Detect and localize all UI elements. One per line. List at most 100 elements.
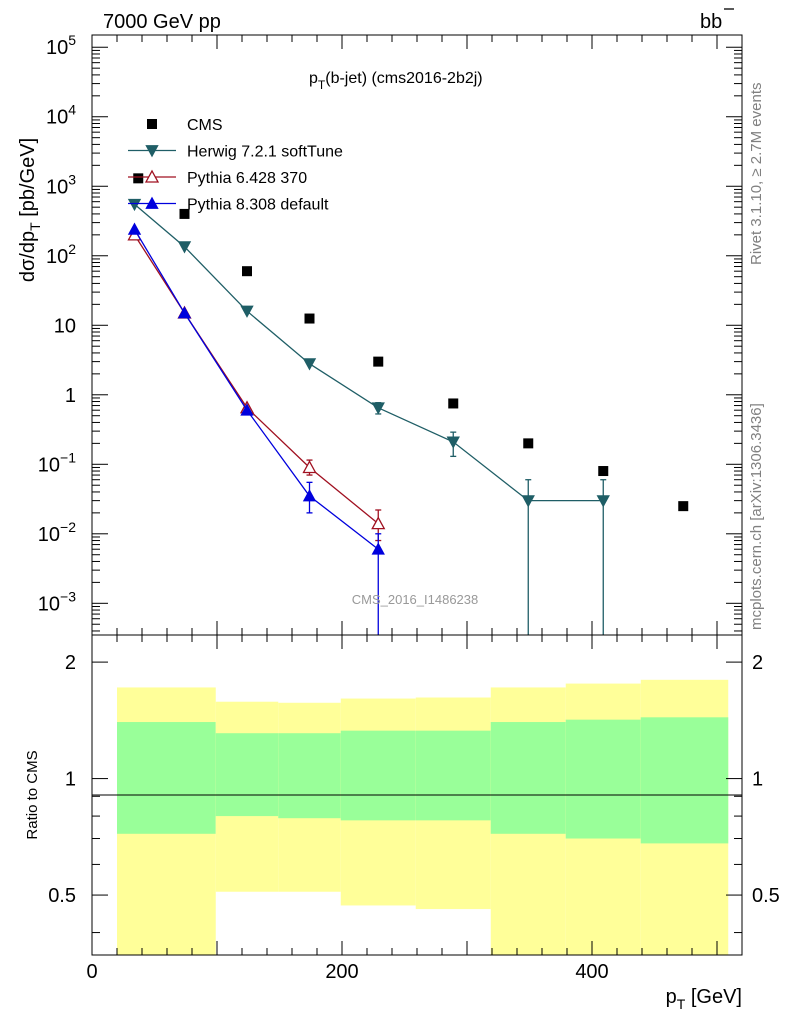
legend-entry: Pythia 6.428 370 bbox=[128, 169, 307, 187]
rivet-label: Rivet 3.1.10, ≥ 2.7M events bbox=[748, 83, 765, 266]
data-point bbox=[145, 145, 159, 158]
y-tick-label-main: 10−2 bbox=[38, 519, 76, 546]
y-tick-exp: 4 bbox=[68, 102, 76, 118]
x-tick-label: 200 bbox=[325, 961, 358, 983]
data-point bbox=[127, 198, 142, 212]
y-tick-base: 10 bbox=[46, 176, 68, 198]
x-tick-label: 400 bbox=[575, 961, 608, 983]
series-pythia-6-428-370 bbox=[127, 227, 386, 542]
y-tick-label-ratio-left: 0.5 bbox=[48, 885, 76, 907]
data-point bbox=[302, 489, 317, 502]
ratio-band-green bbox=[415, 730, 491, 821]
legend-label: Pythia 8.308 default bbox=[187, 197, 329, 214]
data-point bbox=[179, 208, 190, 219]
series-line bbox=[133, 234, 379, 525]
data-point bbox=[147, 119, 157, 129]
series-pythia-8-308-default bbox=[127, 222, 385, 635]
ratio-band-green bbox=[215, 733, 279, 817]
y-tick-label-main: 105 bbox=[46, 32, 76, 59]
energy-label: 7000 GeV pp bbox=[103, 11, 221, 33]
y-label-part1: dσ/dp bbox=[17, 231, 39, 282]
process-label: bb bbox=[700, 11, 722, 33]
data-point bbox=[240, 403, 254, 416]
data-point bbox=[302, 460, 317, 474]
y-tick-base: 10 bbox=[46, 37, 68, 59]
ratio-band-green bbox=[340, 730, 416, 821]
data-point bbox=[304, 313, 315, 324]
y-tick-label-main: 10−1 bbox=[38, 449, 76, 476]
data-point bbox=[596, 495, 610, 508]
ratio-band-green bbox=[278, 733, 341, 819]
y-tick-exp: −3 bbox=[60, 588, 76, 604]
plot-title-p: p bbox=[309, 70, 318, 87]
data-point bbox=[302, 358, 317, 371]
y-tick-label-main: 1 bbox=[65, 385, 76, 407]
ratio-band-green bbox=[490, 722, 566, 834]
plot-title-rest: (b-jet) (cms2016-2b2j) bbox=[325, 70, 482, 87]
legend-entry: CMS bbox=[147, 117, 223, 134]
data-point bbox=[240, 305, 254, 318]
data-point bbox=[127, 222, 142, 235]
x-axis-label: pT [GeV] bbox=[666, 986, 742, 1012]
y-tick-label-ratio-right: 1 bbox=[752, 769, 763, 791]
x-tick-label: 0 bbox=[86, 961, 97, 983]
series-cms bbox=[133, 173, 689, 512]
x-label-sub: T bbox=[677, 996, 686, 1012]
y-label-part2: [pb/GeV] bbox=[17, 138, 39, 223]
y-tick-label-main: 10−3 bbox=[38, 588, 76, 615]
data-point bbox=[371, 402, 385, 415]
data-point bbox=[373, 356, 384, 367]
x-label-rest: [GeV] bbox=[685, 986, 742, 1008]
plot-title: pT(b-jet) (cms2016-2b2j) bbox=[309, 70, 483, 92]
y-tick-exp: −2 bbox=[60, 519, 76, 535]
y-tick-base: 10 bbox=[46, 246, 68, 268]
y-tick-exp: 2 bbox=[68, 241, 76, 257]
y-tick-exp: 3 bbox=[68, 171, 76, 187]
ratio-band-green bbox=[640, 717, 729, 844]
y-tick-label-main: 103 bbox=[46, 171, 76, 198]
legend-label: Herwig 7.2.1 softTune bbox=[187, 144, 343, 161]
y-tick-label-main: 10 bbox=[54, 315, 76, 337]
series-herwig-7-2-1-softtune bbox=[127, 198, 610, 635]
y-tick-base: 10 bbox=[38, 524, 60, 546]
y-tick-label-main: 102 bbox=[46, 241, 76, 268]
y-axis-label-ratio: Ratio to CMS bbox=[24, 750, 41, 839]
ratio-band-green bbox=[117, 722, 216, 834]
data-point bbox=[371, 542, 385, 555]
y-tick-base: 10 bbox=[38, 454, 60, 476]
y-tick-base: 10 bbox=[38, 593, 60, 615]
y-tick-exp: −1 bbox=[60, 449, 76, 465]
data-point bbox=[678, 501, 689, 512]
y-tick-label-ratio-left: 1 bbox=[65, 769, 76, 791]
y-tick-label-main: 104 bbox=[46, 102, 76, 129]
y-tick-label-ratio-left: 2 bbox=[65, 652, 76, 674]
series-line bbox=[134, 203, 604, 502]
y-axis-label-main: dσ/dpT [pb/GeV] bbox=[17, 138, 43, 282]
analysis-watermark: CMS_2016_I1486238 bbox=[352, 592, 479, 607]
data-point bbox=[133, 173, 144, 184]
data-point bbox=[177, 306, 192, 319]
legend-entry: Pythia 8.308 default bbox=[128, 197, 329, 214]
data-point bbox=[446, 436, 460, 449]
data-point bbox=[598, 466, 609, 477]
legend-label: CMS bbox=[187, 117, 223, 134]
main-series bbox=[127, 173, 689, 635]
legend-entry: Herwig 7.2.1 softTune bbox=[128, 144, 343, 161]
mcplots-label: mcplots.cern.ch [arXiv:1306.3436] bbox=[748, 403, 765, 630]
y-tick-label-ratio-right: 2 bbox=[752, 652, 763, 674]
legend-label: Pythia 6.428 370 bbox=[187, 170, 307, 187]
ratio-band-green bbox=[565, 719, 641, 839]
legend: CMS Herwig 7.2.1 softTune Pythia 6.428 370… bbox=[128, 117, 343, 214]
data-point bbox=[145, 196, 159, 209]
y-tick-label-ratio-right: 0.5 bbox=[752, 885, 780, 907]
y-label-sub: T bbox=[27, 222, 43, 231]
data-point bbox=[144, 169, 160, 183]
data-point bbox=[523, 438, 534, 449]
y-tick-base: 10 bbox=[46, 107, 68, 129]
ratio-bands bbox=[117, 679, 729, 955]
series-line bbox=[133, 229, 379, 550]
data-point bbox=[448, 398, 459, 409]
plot-title-sub: T bbox=[318, 78, 326, 92]
